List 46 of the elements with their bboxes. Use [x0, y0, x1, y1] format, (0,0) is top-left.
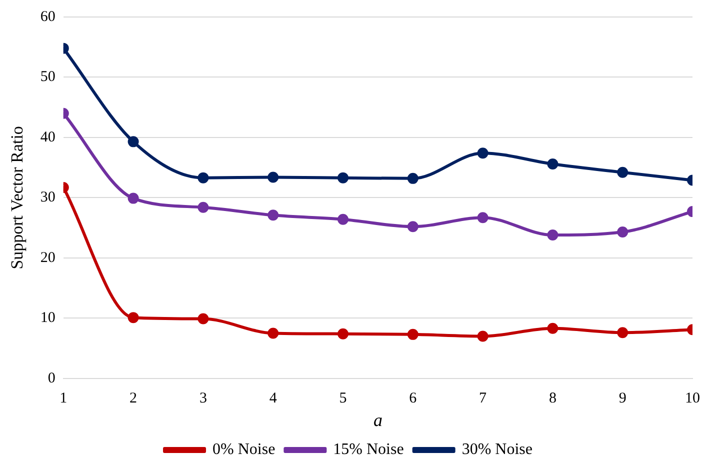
point: [407, 221, 418, 232]
point: [198, 202, 209, 213]
point: [128, 312, 139, 324]
y-axis-title: Support Vector Ratio: [8, 126, 27, 270]
x-axis-title: a: [373, 410, 382, 430]
point: [268, 328, 279, 339]
point: [547, 158, 558, 170]
point: [128, 136, 139, 148]
y-tick-label: 50: [40, 69, 56, 86]
point: [617, 327, 628, 338]
x-tick-label: 8: [548, 390, 556, 406]
point: [338, 172, 348, 184]
point: [477, 148, 488, 159]
point: [617, 166, 628, 178]
legend-label: 30% Noise: [462, 441, 532, 458]
x-tick-label: 5: [339, 390, 347, 406]
point: [128, 192, 139, 204]
x-tick-label: 4: [269, 390, 278, 406]
y-tick-label: 40: [40, 129, 56, 146]
point: [617, 226, 628, 238]
x-tick-label: 3: [199, 390, 207, 406]
x-tick-label: 2: [130, 390, 138, 406]
x-tick-label: 6: [409, 390, 418, 406]
point: [477, 330, 488, 342]
x-tick-label: 10: [685, 390, 700, 406]
y-tick-label: 10: [40, 310, 56, 326]
y-tick-label: 60: [40, 8, 56, 25]
x-tick-label: 7: [479, 390, 488, 406]
point: [198, 172, 209, 184]
y-tick-label: 0: [48, 370, 56, 386]
point: [198, 313, 209, 324]
point: [268, 210, 279, 221]
point: [407, 172, 418, 184]
x-tick-label: 1: [60, 390, 68, 406]
legend-label: 15% Noise: [333, 441, 404, 458]
legend-label: 0% Noise: [212, 441, 276, 458]
point: [407, 328, 418, 340]
point: [338, 328, 348, 340]
point: [338, 214, 348, 225]
point: [547, 230, 558, 241]
y-tick-label: 30: [40, 190, 56, 206]
x-tick-label: 9: [618, 390, 626, 406]
point: [547, 322, 558, 334]
point: [268, 172, 279, 183]
point: [477, 212, 488, 224]
y-tick-label: 20: [40, 250, 56, 266]
